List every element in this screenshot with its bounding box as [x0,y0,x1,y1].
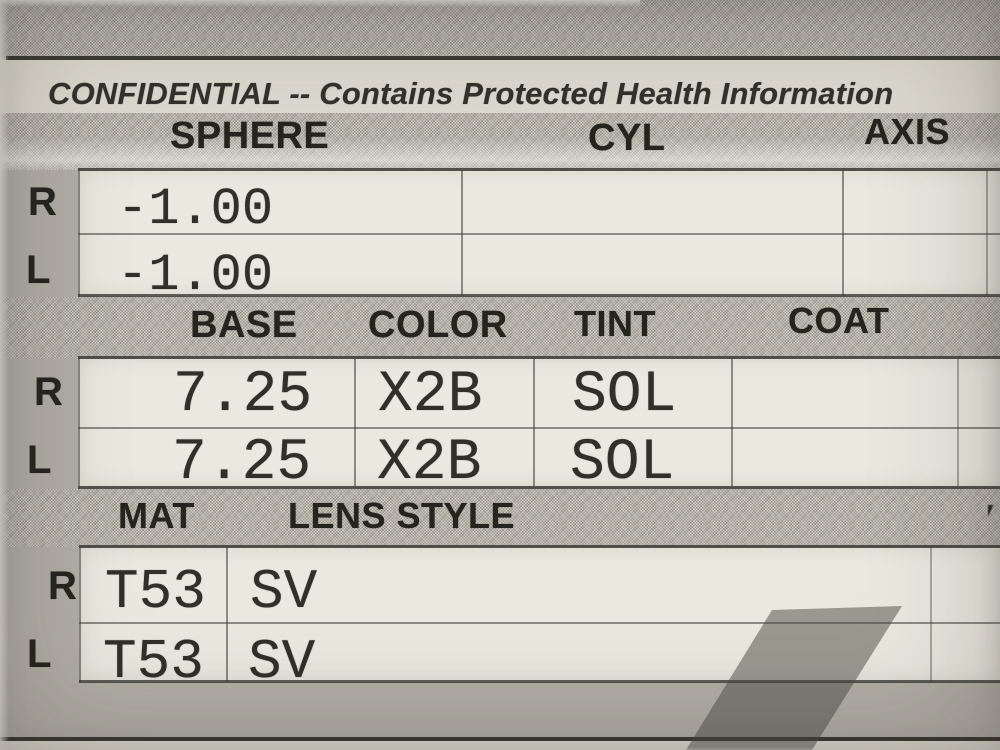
row-label-r: R [28,180,57,224]
paper-top-edge-glare [0,0,640,7]
horizontal-rule-bottom [0,737,1000,741]
column-divider [226,547,228,682]
table1-bottom-rule [78,294,1000,297]
table3-left-border [79,547,81,682]
paper-left-edge-glare [0,0,9,750]
cell-sphere-r: -1.00 [117,180,274,239]
column-divider [957,358,959,486]
cell-mat-r: T53 [105,560,206,624]
cell-sphere-l: -1.00 [117,246,274,305]
paper-top-band [0,0,1000,57]
row-divider [79,622,1000,624]
column-divider [731,358,733,486]
row-label-r: R [48,564,77,608]
column-divider [533,358,535,486]
table3-bottom-rule [79,680,1000,683]
col-header-base: BASE [190,304,298,346]
horizontal-rule-top [6,56,1000,60]
col-header-sphere: SPHERE [170,115,330,157]
col-header-color: COLOR [368,304,508,346]
col-header-coat: COAT [788,300,890,341]
cell-lens-style-l: SV [248,630,316,694]
row-divider [78,427,1000,429]
confidential-banner: CONFIDENTIAL -- Contains Protected Healt… [0,60,1000,113]
col-header-lens-style: LENS STYLE [288,495,516,536]
scan-glare-streak [0,138,1000,170]
table2-left-border [78,358,80,486]
row-label-l: L [27,438,52,482]
paper-bottom-edge [0,741,1000,750]
clipped-character [988,505,1000,539]
table3-header-band [0,489,1000,547]
table1-top-rule [78,168,1000,171]
cell-color-r: X2B [378,363,483,428]
row-divider [78,233,1000,235]
col-header-axis: AXIS [864,111,951,152]
row-label-l: L [27,632,52,676]
table2-body [78,358,1000,486]
cell-mat-l: T53 [103,630,204,694]
cell-tint-r: SOL [572,363,677,428]
column-divider [354,358,356,486]
cell-lens-style-r: SV [250,560,318,624]
table2-bottom-rule [78,486,1000,489]
column-divider [930,547,932,682]
row-label-r: R [34,370,63,414]
cell-color-l: X2B [377,431,482,496]
cell-base-r: 7.25 [173,363,313,428]
col-header-cyl: CYL [588,117,666,159]
cell-tint-l: SOL [570,431,675,496]
cell-base-l: 7.25 [172,431,312,496]
table2-top-rule [78,356,1000,359]
confidential-text: CONFIDENTIAL -- Contains Protected Healt… [48,76,894,111]
col-header-tint: TINT [574,303,656,344]
table2-header-band [0,297,1000,358]
col-header-mat: MAT [118,495,195,536]
row-label-l: L [26,248,51,292]
table3-top-rule [79,545,1000,548]
